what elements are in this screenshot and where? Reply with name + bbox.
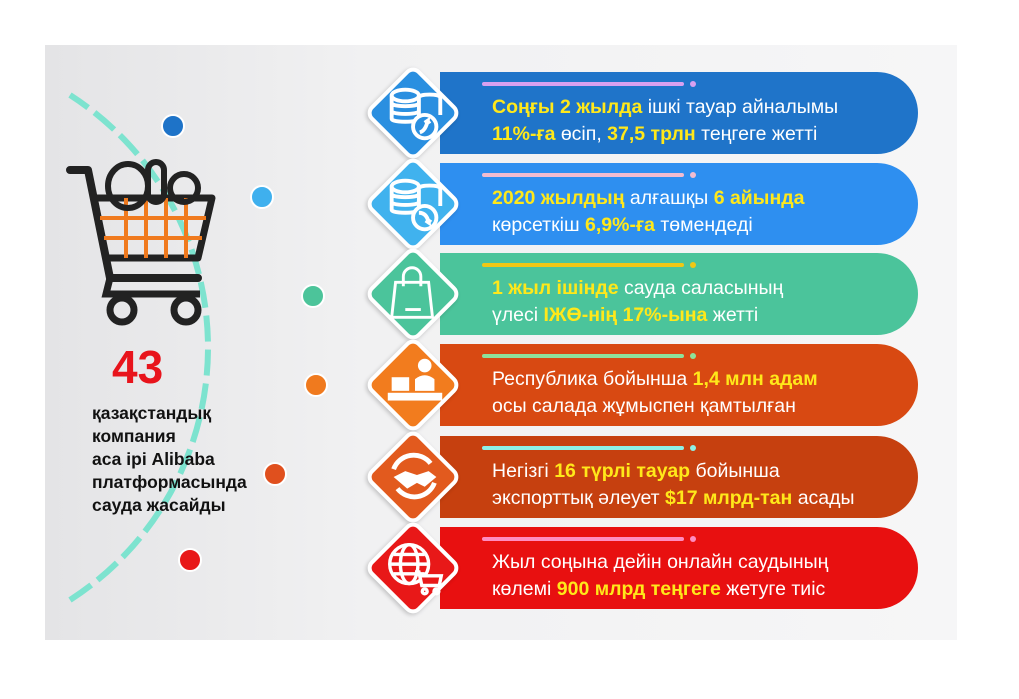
stat-text-segment: жетуге тиіс <box>720 578 826 600</box>
highlight-text: 11%-ға <box>492 123 556 145</box>
stat-text-segment: төмендеді <box>654 214 753 236</box>
decorative-rule <box>482 537 684 541</box>
timeline-dot <box>178 548 202 572</box>
stat-text-segment: өсіп, <box>555 123 608 145</box>
stat-line: көлемі 900 млрд теңгеге жетуге тиіс <box>492 576 828 603</box>
highlight-text: Соңғы 2 жылда <box>492 96 643 118</box>
stat-text-segment: сауда саласының <box>618 277 784 299</box>
highlight-text: 1 жыл ішінде <box>492 277 619 299</box>
stat-line: 2020 жылдың алғашқы 6 айында <box>492 185 804 212</box>
stat-row: Республика бойынша 1,4 млн адам осы салад… <box>440 344 918 426</box>
stat-text-segment: көрсеткіш <box>492 214 586 236</box>
description-line: аса ірі Alibaba <box>92 449 215 469</box>
stat-text: Соңғы 2 жылда ішкі тауар айналымы 11%-ға … <box>492 94 838 148</box>
stat-text-segment: бойынша <box>690 460 780 482</box>
stat-text: 1 жыл ішінде сауда саласының үлесі ІЖӨ-ні… <box>492 275 783 329</box>
worker-desk-icon <box>387 358 443 401</box>
decorative-dot <box>690 172 696 178</box>
stat-row: 2020 жылдың алғашқы 6 айында көрсеткіш 6,… <box>440 163 918 245</box>
decorative-dot <box>690 262 696 268</box>
stat-line: экспорттық әлеует $17 млрд-тан асады <box>492 485 855 512</box>
decorative-rule <box>482 446 684 450</box>
description-line: платформасында <box>92 472 247 492</box>
stat-line: Республика бойынша 1,4 млн адам <box>492 366 818 393</box>
stat-line: 1 жыл ішінде сауда саласының <box>492 275 783 302</box>
stat-text-segment: Жыл соңына дейін онлайн саудының <box>492 551 829 573</box>
decorative-dot <box>690 445 696 451</box>
highlight-text: 6,9%-ға <box>585 214 655 236</box>
company-count: 43 <box>112 341 164 393</box>
decorative-rule <box>482 354 684 358</box>
highlight-text: 16 түрлі тауар <box>554 460 691 482</box>
stat-text-segment: Республика бойынша <box>492 368 693 390</box>
stat-line: 11%-ға өсіп, 37,5 трлн теңгеге жетті <box>492 121 838 148</box>
stat-text-segment: үлесі <box>492 304 544 326</box>
description-line: қазақстандық <box>92 403 212 423</box>
stat-line: осы салада жұмыспен қамтылған <box>492 393 818 420</box>
dashed-arc <box>68 92 211 603</box>
stat-line: үлесі ІЖӨ-нің 17%-ына жетті <box>492 302 783 329</box>
stat-row: Соңғы 2 жылда ішкі тауар айналымы 11%-ға … <box>440 72 918 154</box>
highlight-text: 1,4 млн адам <box>692 368 818 390</box>
stat-text-segment: алғашқы <box>624 187 714 209</box>
stat-line: Жыл соңына дейін онлайн саудының <box>492 549 828 576</box>
timeline-dot <box>250 185 274 209</box>
decorative-rule <box>482 263 684 267</box>
description-line: компания <box>92 426 176 446</box>
highlight-text: 2020 жылдың <box>492 187 625 209</box>
stat-text-segment: ішкі тауар айналымы <box>642 96 839 118</box>
stat-text-segment: жетті <box>707 304 759 326</box>
stat-text-segment: экспорттық әлеует <box>492 487 666 509</box>
decorative-rule <box>482 173 684 177</box>
timeline-dot <box>301 284 325 308</box>
coins-down-icon <box>389 178 443 232</box>
coins-up-icon <box>389 87 443 141</box>
stat-line: Негізгі 16 түрлі тауар бойынша <box>492 458 855 485</box>
decorative-dot <box>690 353 696 359</box>
stat-text: Жыл соңына дейін онлайн саудының көлемі 9… <box>492 549 828 603</box>
handshake-icon <box>391 452 437 500</box>
stat-text-segment: асады <box>792 487 855 509</box>
shopping-bag-icon <box>390 266 435 319</box>
highlight-text: 37,5 трлн <box>607 123 696 145</box>
stat-text: 2020 жылдың алғашқы 6 айында көрсеткіш 6,… <box>492 185 804 239</box>
highlight-text: $17 млрд-тан <box>665 487 793 509</box>
highlight-text: ІЖӨ-нің 17%-ына <box>543 304 708 326</box>
decorative-rule <box>482 82 684 86</box>
stat-text: Негізгі 16 түрлі тауар бойынша экспорттық… <box>492 458 855 512</box>
timeline-dot <box>263 462 287 486</box>
decorative-dot <box>690 536 696 542</box>
stat-text: Республика бойынша 1,4 млн адам осы салад… <box>492 366 818 420</box>
stat-row: 1 жыл ішінде сауда саласының үлесі ІЖӨ-ні… <box>440 253 918 335</box>
company-description: қазақстандық компания аса ірі Alibaba пл… <box>92 402 247 517</box>
decorative-dot <box>690 81 696 87</box>
stat-line: Соңғы 2 жылда ішкі тауар айналымы <box>492 94 838 121</box>
timeline-dot <box>161 114 185 138</box>
highlight-text: 6 айында <box>713 187 805 209</box>
stat-row: Негізгі 16 түрлі тауар бойынша экспорттық… <box>440 436 918 518</box>
stat-text-segment: осы салада жұмыспен қамтылған <box>492 395 796 417</box>
shopping-cart-icon <box>66 159 216 326</box>
stat-text-segment: Негізгі <box>492 460 555 482</box>
description-line: сауда жасайды <box>92 495 226 515</box>
globe-cart-icon <box>388 542 444 596</box>
stat-text-segment: теңгеге жетті <box>695 123 818 145</box>
timeline-dot <box>304 373 328 397</box>
stat-text-segment: көлемі <box>492 578 557 600</box>
stat-row: Жыл соңына дейін онлайн саудының көлемі 9… <box>440 527 918 609</box>
stat-line: көрсеткіш 6,9%-ға төмендеді <box>492 212 804 239</box>
highlight-text: 900 млрд теңгеге <box>556 578 721 600</box>
